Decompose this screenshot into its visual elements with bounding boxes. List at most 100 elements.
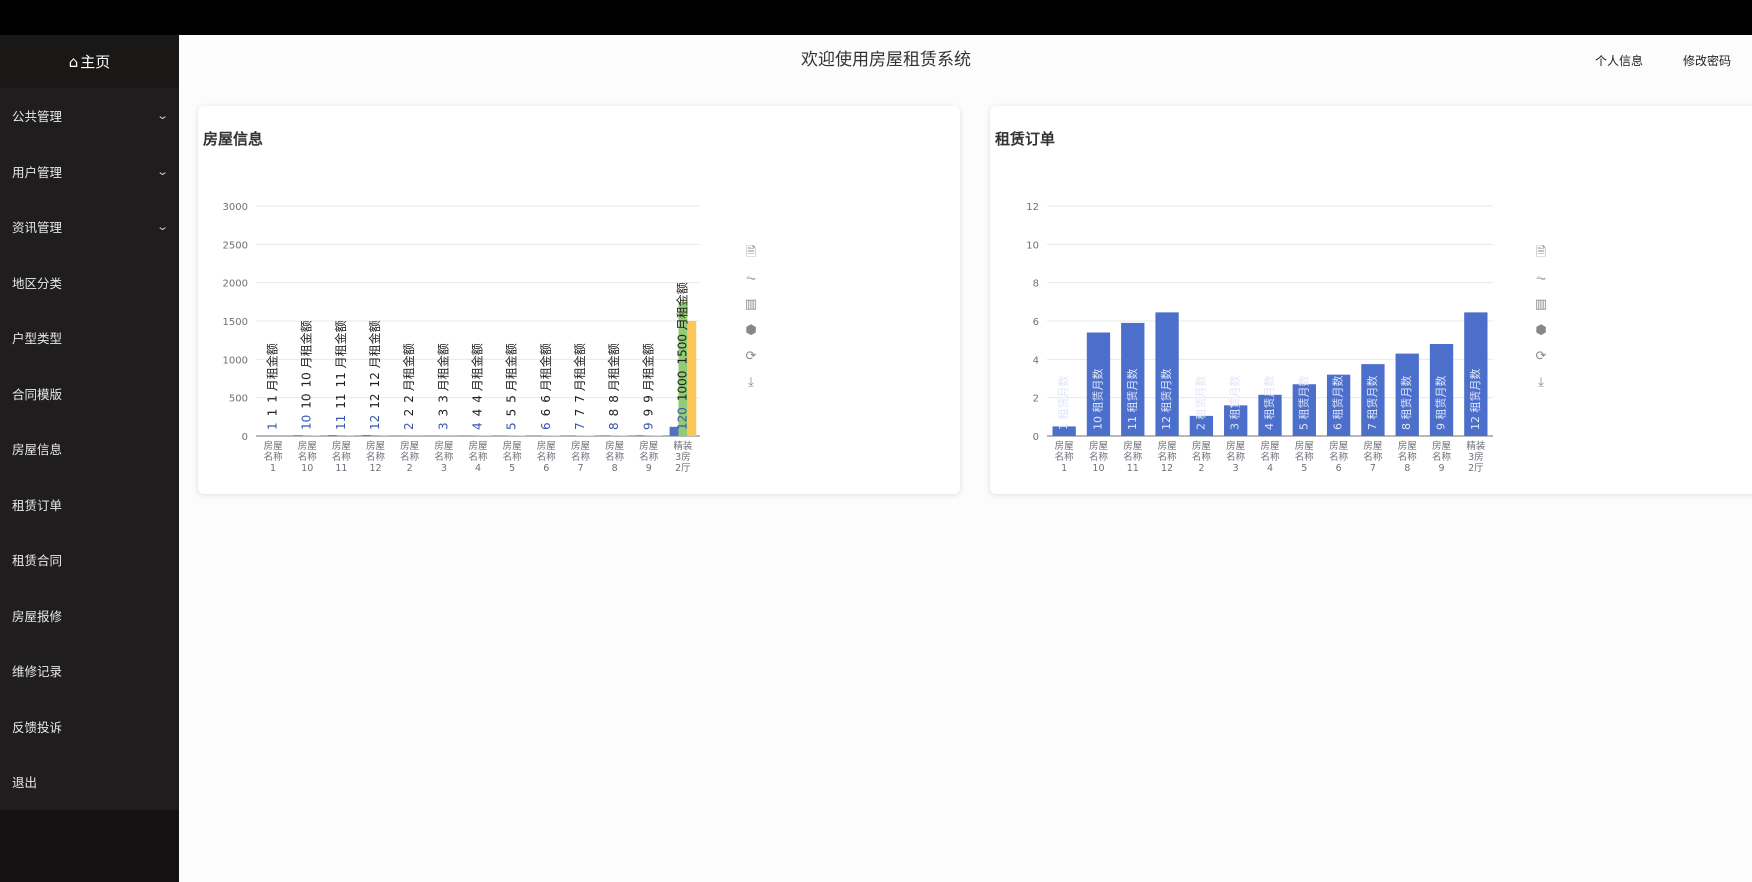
bar-chart-icon[interactable]: ▥ <box>744 297 758 312</box>
sidebar-item[interactable]: 房屋信息 <box>0 421 179 477</box>
sidebar-item[interactable]: 地区分类 <box>0 255 179 311</box>
bar-chart-icon[interactable]: ▥ <box>1534 297 1548 312</box>
x-tick-label: 房屋 <box>1295 440 1314 452</box>
data-label: 3 月租金额 <box>435 343 450 402</box>
sidebar-item[interactable]: 用户管理 ⌄ <box>0 144 179 200</box>
bar <box>1361 364 1385 436</box>
x-tick-label: 房屋 <box>1432 440 1451 452</box>
bar <box>362 435 372 436</box>
data-label: 5 <box>505 422 519 430</box>
y-tick-label: 500 <box>229 394 248 405</box>
bar <box>567 435 577 436</box>
restore-icon[interactable]: ⟳ <box>1535 349 1547 364</box>
bar <box>653 435 663 436</box>
data-view-icon[interactable]: 🗎 <box>745 245 757 260</box>
bar <box>1326 374 1351 436</box>
data-label: 12 租赁月数 <box>1468 368 1482 430</box>
x-tick-label: 名称 <box>298 451 318 463</box>
x-tick-label: 房屋 <box>1226 440 1245 452</box>
y-tick-label: 4 <box>1033 355 1039 366</box>
data-label: 7 <box>573 422 587 430</box>
data-label: 7 月租金额 <box>572 343 587 402</box>
x-tick-label: 房屋 <box>1158 440 1177 452</box>
bar <box>669 426 679 436</box>
data-label: 9 <box>641 422 655 430</box>
data-label: 2 <box>402 422 416 430</box>
house-info-card: 房屋信息 0 500 1000 1500 2000 2500 3000 房屋 名称 1 房屋 名称 10… <box>198 106 960 494</box>
download-icon[interactable]: ⤓ <box>1538 375 1544 390</box>
data-label: 1 <box>266 409 280 417</box>
line-chart-icon[interactable]: ⏦ <box>745 271 757 286</box>
x-tick-label: 3 <box>441 463 447 474</box>
window-top-bar <box>0 0 1752 35</box>
data-label: 1000 <box>675 371 689 402</box>
data-label: 12 <box>368 393 382 408</box>
x-tick-label: 10 <box>1092 463 1104 474</box>
x-tick-label: 房屋 <box>1055 440 1074 452</box>
x-tick-label: 8 <box>1404 463 1410 474</box>
bar <box>371 435 380 436</box>
data-view-icon[interactable]: 🗎 <box>1535 245 1547 260</box>
bar <box>601 435 611 436</box>
sidebar-item[interactable]: 合同模版 <box>0 366 179 422</box>
bar <box>635 435 645 436</box>
bar <box>311 435 321 436</box>
sidebar: ⌂ 主页 公共管理 ⌄ 用户管理 ⌄ 资讯管理 ⌄ 地区分类 户型类型 合同模版 房屋信息 租赁订单… <box>0 35 179 882</box>
data-label: 9 <box>641 409 655 417</box>
sidebar-item[interactable]: 租赁合同 <box>0 532 179 588</box>
x-tick-label: 房屋 <box>537 440 556 452</box>
sidebar-item[interactable]: 公共管理 ⌄ <box>0 88 179 144</box>
x-tick-label: 2 <box>1198 463 1204 474</box>
data-label: 6 月租金额 <box>538 343 553 402</box>
x-tick-label: 房屋 <box>639 440 658 452</box>
bar <box>1155 312 1179 436</box>
chart-title: 租赁订单 <box>995 130 1056 148</box>
x-tick-label: 名称 <box>571 451 591 463</box>
x-tick-label: 7 <box>1370 463 1376 474</box>
chevron-down-icon: ⌄ <box>155 109 169 123</box>
sidebar-item[interactable]: 租赁订单 <box>0 477 179 533</box>
x-tick-label: 11 <box>1127 463 1139 474</box>
sidebar-item[interactable]: 退出 <box>0 754 179 810</box>
sidebar-item[interactable]: 房屋报修 <box>0 588 179 644</box>
download-icon[interactable]: ⤓ <box>748 375 754 390</box>
data-label: 2 月租金额 <box>401 343 416 402</box>
bar <box>1121 322 1145 436</box>
y-tick-label: 1000 <box>223 355 248 366</box>
change-password-link[interactable]: 修改密码 <box>1683 54 1732 68</box>
bar <box>379 435 389 436</box>
y-tick-label: 0 <box>242 432 248 443</box>
sidebar-item[interactable]: 维修记录 <box>0 643 179 699</box>
sidebar-item[interactable]: 反馈投诉 <box>0 699 179 755</box>
data-label: 11 <box>334 393 348 408</box>
data-label: 6 <box>539 422 553 430</box>
y-tick-label: 8 <box>1033 279 1039 290</box>
sidebar-item-label: 租赁合同 <box>12 553 63 569</box>
x-tick-label: 名称 <box>503 451 523 463</box>
data-label: 3 <box>436 409 450 417</box>
data-label: 10 <box>300 415 314 430</box>
stack-icon[interactable]: ⬢ <box>1535 323 1547 338</box>
x-tick-label: 房屋 <box>366 440 385 452</box>
x-tick-label: 名称 <box>537 451 557 463</box>
bar <box>302 435 312 436</box>
rental-order-card: 租赁订单 0 2 4 6 8 10 12 房屋 名称 1 房屋 名称 10 房屋 名称 11 房屋 名称 12 房屋名… <box>990 106 1752 494</box>
data-label: 4 月租金额 <box>470 343 485 402</box>
profile-link[interactable]: 个人信息 <box>1595 54 1644 68</box>
x-tick-label: 名称 <box>332 451 352 463</box>
x-tick-label: 房屋 <box>1260 440 1279 452</box>
x-tick-label: 房屋 <box>1123 440 1142 452</box>
sidebar-home[interactable]: ⌂ 主页 <box>0 35 179 88</box>
x-tick-label: 9 <box>1439 463 1445 474</box>
sidebar-item[interactable]: 资讯管理 ⌄ <box>0 199 179 255</box>
sidebar-item-label: 维修记录 <box>12 664 63 680</box>
restore-icon[interactable]: ⟳ <box>745 349 757 364</box>
line-chart-icon[interactable]: ⏦ <box>1535 271 1547 286</box>
x-tick-label: 名称 <box>1295 451 1315 463</box>
x-tick-label: 2 <box>407 463 413 474</box>
sidebar-item[interactable]: 户型类型 <box>0 310 179 366</box>
y-tick-label: 10 <box>1026 240 1039 251</box>
data-label: 12 月租金额 <box>367 320 382 387</box>
bar <box>1395 353 1419 436</box>
stack-icon[interactable]: ⬢ <box>745 323 757 338</box>
